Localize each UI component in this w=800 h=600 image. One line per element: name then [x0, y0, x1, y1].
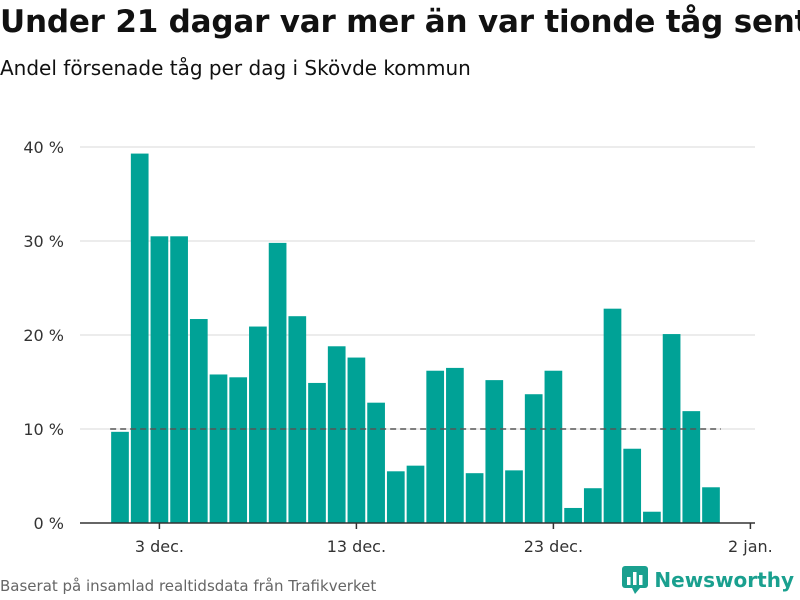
bar — [406, 465, 425, 523]
bars — [111, 153, 720, 524]
chart-title: Under 21 dagar var mer än var tionde tåg… — [0, 4, 800, 40]
bar — [130, 153, 149, 523]
newsworthy-logo: Newsworthy — [622, 566, 794, 594]
bar — [347, 357, 366, 523]
bar — [327, 346, 346, 523]
bar — [505, 470, 523, 523]
bar — [485, 380, 504, 523]
x-tick-label: 23 dec. — [524, 537, 583, 556]
x-tick-label: 3 dec. — [135, 537, 184, 556]
y-tick-label: 0 % — [34, 514, 64, 533]
x-tick-label: 13 dec. — [327, 537, 386, 556]
source-note: Baserat på insamlad realtidsdata från Tr… — [0, 577, 377, 595]
bar — [189, 319, 208, 523]
bar — [583, 488, 602, 523]
bar — [643, 511, 661, 523]
bar — [308, 382, 326, 523]
bar — [623, 448, 642, 523]
bar — [150, 236, 169, 524]
bar — [544, 370, 563, 523]
bar — [288, 316, 307, 523]
bar — [564, 507, 582, 523]
bar — [111, 431, 129, 523]
bar — [268, 242, 287, 523]
y-tick-label: 20 % — [23, 326, 64, 345]
axes: 0 % 10 % 20 % 30 % 40 % 3 dec. 13 dec. 23 dec. 2… — [23, 138, 772, 556]
bar — [524, 394, 543, 523]
y-tick-label: 10 % — [23, 420, 64, 439]
bar — [170, 236, 188, 524]
y-tick-label: 30 % — [23, 232, 64, 251]
bar — [386, 471, 405, 523]
bar — [702, 487, 720, 523]
y-tick-label: 40 % — [23, 138, 64, 157]
logo-text: Newsworthy — [654, 568, 794, 592]
bar — [682, 411, 701, 523]
x-tick-label: 2 jan. — [728, 537, 773, 556]
bar — [249, 326, 267, 523]
bar — [209, 374, 228, 523]
bar — [446, 367, 464, 523]
chart-subtitle: Andel försenade tåg per dag i Skövde kom… — [0, 56, 471, 80]
bar — [367, 402, 385, 523]
bar-chart-logo-icon — [622, 566, 649, 594]
bar — [229, 377, 248, 523]
bar — [465, 473, 484, 523]
bar — [603, 308, 622, 523]
bar — [426, 370, 445, 523]
